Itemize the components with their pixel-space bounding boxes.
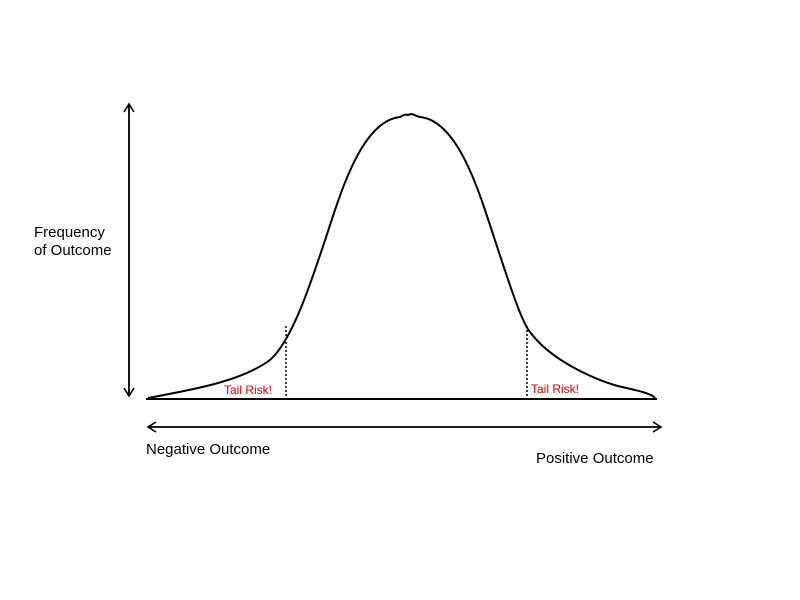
y-axis-label-line1: Frequency (34, 224, 105, 241)
right-tail-risk-label: Tail Risk! (531, 382, 579, 396)
left-tail-risk-label: Tail Risk! (224, 383, 272, 397)
y-axis-label-line2: of Outcome (34, 242, 112, 259)
positive-outcome-label: Positive Outcome (536, 450, 654, 467)
negative-outcome-label: Negative Outcome (146, 441, 271, 458)
y-axis-label: Frequency of Outcome (34, 224, 112, 260)
bell-curve (147, 112, 656, 399)
